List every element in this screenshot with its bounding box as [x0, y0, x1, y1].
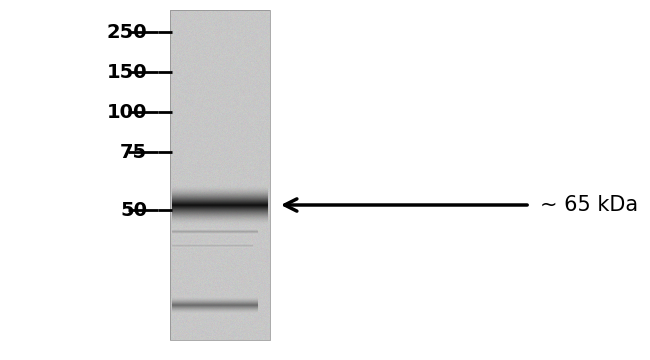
Text: ~ 65 kDa: ~ 65 kDa — [540, 195, 638, 215]
Text: 100: 100 — [107, 103, 147, 122]
Text: 75: 75 — [120, 143, 147, 162]
Text: 250: 250 — [107, 22, 147, 41]
Bar — [170, 10, 270, 340]
Text: 50: 50 — [120, 201, 147, 220]
Text: 150: 150 — [107, 63, 147, 81]
